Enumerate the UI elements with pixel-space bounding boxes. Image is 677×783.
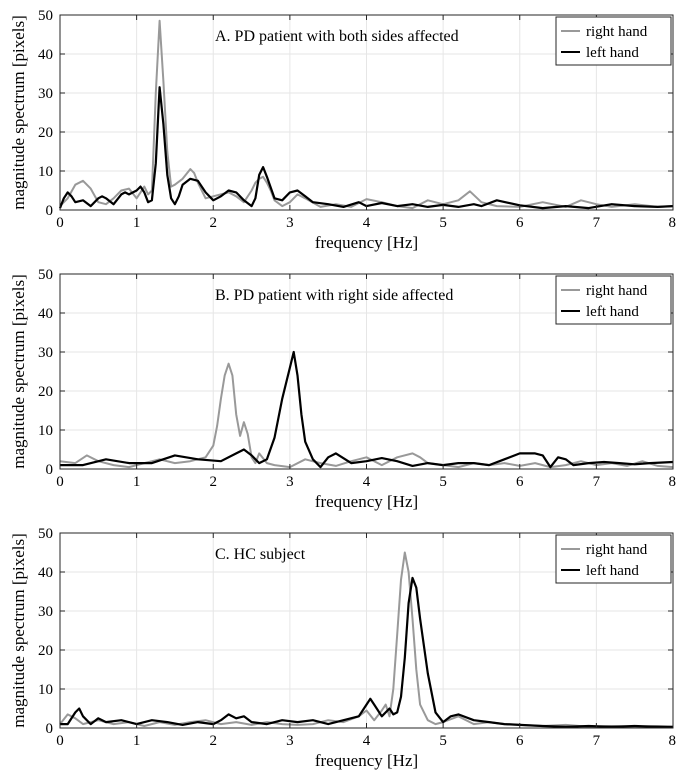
y-tick-label: 20 [38,643,53,659]
x-tick-label: 5 [439,215,447,231]
y-tick-label: 30 [38,86,53,102]
x-axis-label: frequency [Hz] [315,751,418,770]
x-tick-label: 6 [516,215,524,231]
y-axis-label: magnitude spectrum [pixels] [9,274,28,469]
x-tick-label: 1 [133,474,141,490]
x-tick-label: 4 [363,474,371,490]
y-tick-label: 40 [38,565,53,581]
y-tick-label: 20 [38,125,53,141]
y-tick-label: 10 [38,423,53,439]
x-tick-label: 0 [56,215,64,231]
y-tick-label: 50 [38,8,53,24]
y-tick-label: 0 [46,721,54,737]
x-tick-label: 3 [286,215,294,231]
x-tick-label: 2 [210,733,218,749]
x-tick-label: 6 [516,733,524,749]
x-tick-label: 3 [286,733,294,749]
x-tick-label: 7 [593,733,601,749]
x-tick-label: 1 [133,733,141,749]
y-tick-label: 10 [38,164,53,180]
x-tick-label: 2 [210,474,218,490]
x-tick-label: 7 [593,215,601,231]
y-tick-label: 40 [38,47,53,63]
x-tick-label: 5 [439,733,447,749]
panel-c: 0 1 2 3 4 5 6 7 8 0 10 20 30 40 50 frequency [Hz] magnit… [9,526,676,770]
y-tick-label: 30 [38,604,53,620]
panel-title: B. PD patient with right side affected [215,287,453,304]
x-tick-label: 5 [439,474,447,490]
series-line-left-hand [58,86,674,210]
series-line-right-hand [59,19,674,210]
legend-box [555,275,672,325]
y-tick-label: 0 [46,462,54,478]
y-tick-label: 20 [38,384,53,400]
legend-label: right hand [586,24,648,40]
legend-label: left hand [586,563,639,579]
x-tick-label: 7 [593,474,601,490]
legend-box [555,16,672,66]
x-tick-label: 1 [133,215,141,231]
x-tick-label: 2 [210,215,218,231]
x-tick-label: 0 [56,474,64,490]
x-tick-label: 8 [669,215,677,231]
y-tick-label: 0 [46,203,54,219]
x-tick-label: 0 [56,733,64,749]
x-axis-label: frequency [Hz] [315,492,418,511]
y-tick-label: 50 [38,267,53,283]
y-tick-label: 10 [38,682,53,698]
legend-label: left hand [586,304,639,320]
legend-label: left hand [586,45,639,61]
panel-title: C. HC subject [215,546,306,563]
x-tick-label: 8 [669,474,677,490]
x-tick-label: 6 [516,474,524,490]
y-axis-label: magnitude spectrum [pixels] [9,533,28,728]
legend-label: right hand [586,542,648,558]
y-tick-label: 40 [38,306,53,322]
series-line-left-hand [60,350,674,469]
x-tick-label: 4 [363,215,371,231]
x-axis-label: frequency [Hz] [315,233,418,252]
panel-title: A. PD patient with both sides affected [215,28,459,45]
y-tick-label: 30 [38,345,53,361]
series-line-left-hand [60,576,673,728]
legend-label: right hand [586,283,648,299]
legend-box [555,534,672,584]
x-tick-label: 8 [669,733,677,749]
panel-a: 0 1 2 3 4 5 6 7 8 0 10 20 30 40 50 frequency [Hz] magnit… [9,8,676,252]
x-tick-label: 3 [286,474,294,490]
x-tick-label: 4 [363,733,371,749]
panel-b: 0 1 2 3 4 5 6 7 8 0 10 20 30 40 50 frequency [Hz] magnit… [9,267,676,511]
y-axis-label: magnitude spectrum [pixels] [9,15,28,210]
y-tick-label: 50 [38,526,53,542]
